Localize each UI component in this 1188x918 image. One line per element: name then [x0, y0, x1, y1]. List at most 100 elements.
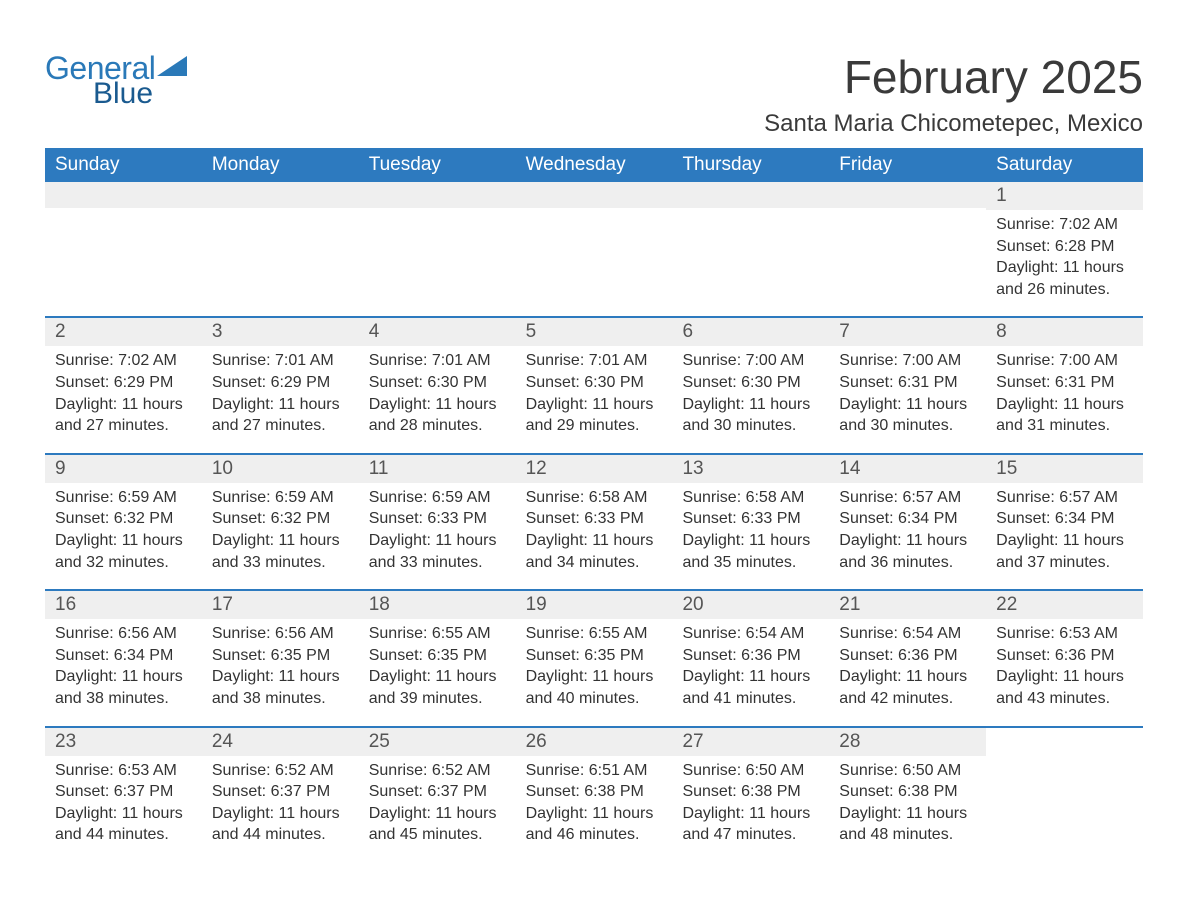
sunrise-line: Sunrise: 7:00 AM	[839, 350, 976, 372]
sunrise-line: Sunrise: 6:53 AM	[996, 623, 1133, 645]
day-details: Sunrise: 6:54 AMSunset: 6:36 PMDaylight:…	[672, 619, 829, 717]
sunset-line: Sunset: 6:33 PM	[526, 508, 663, 530]
day-details: Sunrise: 6:50 AMSunset: 6:38 PMDaylight:…	[829, 756, 986, 854]
calendar-day-cell	[516, 182, 673, 308]
calendar-day-cell	[359, 182, 516, 308]
daylight-line: Daylight: 11 hours and 44 minutes.	[55, 803, 192, 846]
sunrise-line: Sunrise: 6:53 AM	[55, 760, 192, 782]
sunset-line: Sunset: 6:38 PM	[526, 781, 663, 803]
daylight-line: Daylight: 11 hours and 29 minutes.	[526, 394, 663, 437]
calendar-day-cell	[829, 182, 986, 308]
day-details: Sunrise: 6:51 AMSunset: 6:38 PMDaylight:…	[516, 756, 673, 854]
sunrise-line: Sunrise: 6:56 AM	[212, 623, 349, 645]
day-number: 20	[672, 591, 829, 619]
sunset-line: Sunset: 6:29 PM	[212, 372, 349, 394]
day-number: 27	[672, 728, 829, 756]
day-details: Sunrise: 6:52 AMSunset: 6:37 PMDaylight:…	[359, 756, 516, 854]
calendar-day-cell: 20Sunrise: 6:54 AMSunset: 6:36 PMDayligh…	[672, 591, 829, 717]
sunset-line: Sunset: 6:32 PM	[212, 508, 349, 530]
calendar-day-cell: 25Sunrise: 6:52 AMSunset: 6:37 PMDayligh…	[359, 728, 516, 854]
sunrise-line: Sunrise: 6:52 AM	[369, 760, 506, 782]
day-number: 21	[829, 591, 986, 619]
sunrise-line: Sunrise: 6:52 AM	[212, 760, 349, 782]
day-details: Sunrise: 6:54 AMSunset: 6:36 PMDaylight:…	[829, 619, 986, 717]
sunset-line: Sunset: 6:38 PM	[682, 781, 819, 803]
sunset-line: Sunset: 6:30 PM	[526, 372, 663, 394]
sunset-line: Sunset: 6:37 PM	[212, 781, 349, 803]
sunset-line: Sunset: 6:30 PM	[369, 372, 506, 394]
day-number: 16	[45, 591, 202, 619]
daylight-line: Daylight: 11 hours and 39 minutes.	[369, 666, 506, 709]
sunset-line: Sunset: 6:33 PM	[682, 508, 819, 530]
calendar-day-cell: 13Sunrise: 6:58 AMSunset: 6:33 PMDayligh…	[672, 455, 829, 581]
page-header: General Blue February 2025 Santa Maria C…	[45, 50, 1143, 138]
calendar-day-cell: 26Sunrise: 6:51 AMSunset: 6:38 PMDayligh…	[516, 728, 673, 854]
day-details: Sunrise: 6:59 AMSunset: 6:33 PMDaylight:…	[359, 483, 516, 581]
sunrise-line: Sunrise: 6:59 AM	[369, 487, 506, 509]
calendar-week-row: 1Sunrise: 7:02 AMSunset: 6:28 PMDaylight…	[45, 182, 1143, 308]
sunset-line: Sunset: 6:31 PM	[996, 372, 1133, 394]
daylight-line: Daylight: 11 hours and 48 minutes.	[839, 803, 976, 846]
daylight-line: Daylight: 11 hours and 33 minutes.	[369, 530, 506, 573]
daylight-line: Daylight: 11 hours and 27 minutes.	[55, 394, 192, 437]
sunset-line: Sunset: 6:37 PM	[55, 781, 192, 803]
calendar-day-cell: 11Sunrise: 6:59 AMSunset: 6:33 PMDayligh…	[359, 455, 516, 581]
sunrise-line: Sunrise: 6:55 AM	[526, 623, 663, 645]
location-subtitle: Santa Maria Chicometepec, Mexico	[764, 110, 1143, 138]
day-details: Sunrise: 6:56 AMSunset: 6:34 PMDaylight:…	[45, 619, 202, 717]
sunrise-line: Sunrise: 6:57 AM	[996, 487, 1133, 509]
calendar-week-row: 2Sunrise: 7:02 AMSunset: 6:29 PMDaylight…	[45, 316, 1143, 444]
day-number: 25	[359, 728, 516, 756]
day-details: Sunrise: 7:00 AMSunset: 6:30 PMDaylight:…	[672, 346, 829, 444]
empty-day-bar	[359, 182, 516, 208]
day-details: Sunrise: 7:02 AMSunset: 6:28 PMDaylight:…	[986, 210, 1143, 308]
sunset-line: Sunset: 6:34 PM	[839, 508, 976, 530]
sunrise-line: Sunrise: 6:56 AM	[55, 623, 192, 645]
sunset-line: Sunset: 6:35 PM	[212, 645, 349, 667]
sunrise-line: Sunrise: 6:50 AM	[682, 760, 819, 782]
daylight-line: Daylight: 11 hours and 32 minutes.	[55, 530, 192, 573]
sunrise-line: Sunrise: 7:02 AM	[55, 350, 192, 372]
calendar-day-cell: 5Sunrise: 7:01 AMSunset: 6:30 PMDaylight…	[516, 318, 673, 444]
day-number: 9	[45, 455, 202, 483]
weekday-header: Tuesday	[359, 148, 516, 182]
calendar-day-cell: 3Sunrise: 7:01 AMSunset: 6:29 PMDaylight…	[202, 318, 359, 444]
daylight-line: Daylight: 11 hours and 38 minutes.	[212, 666, 349, 709]
sunset-line: Sunset: 6:30 PM	[682, 372, 819, 394]
daylight-line: Daylight: 11 hours and 36 minutes.	[839, 530, 976, 573]
sunrise-line: Sunrise: 6:58 AM	[526, 487, 663, 509]
calendar-day-cell: 7Sunrise: 7:00 AMSunset: 6:31 PMDaylight…	[829, 318, 986, 444]
daylight-line: Daylight: 11 hours and 30 minutes.	[682, 394, 819, 437]
day-number: 24	[202, 728, 359, 756]
calendar-day-cell	[672, 182, 829, 308]
sunrise-line: Sunrise: 7:00 AM	[996, 350, 1133, 372]
day-details: Sunrise: 6:55 AMSunset: 6:35 PMDaylight:…	[359, 619, 516, 717]
day-details: Sunrise: 6:53 AMSunset: 6:36 PMDaylight:…	[986, 619, 1143, 717]
calendar-week-row: 9Sunrise: 6:59 AMSunset: 6:32 PMDaylight…	[45, 453, 1143, 581]
day-number: 7	[829, 318, 986, 346]
day-details: Sunrise: 6:56 AMSunset: 6:35 PMDaylight:…	[202, 619, 359, 717]
day-details: Sunrise: 7:02 AMSunset: 6:29 PMDaylight:…	[45, 346, 202, 444]
calendar-week-row: 23Sunrise: 6:53 AMSunset: 6:37 PMDayligh…	[45, 726, 1143, 854]
daylight-line: Daylight: 11 hours and 44 minutes.	[212, 803, 349, 846]
day-details: Sunrise: 7:01 AMSunset: 6:30 PMDaylight:…	[359, 346, 516, 444]
day-number: 17	[202, 591, 359, 619]
sunset-line: Sunset: 6:34 PM	[55, 645, 192, 667]
daylight-line: Daylight: 11 hours and 27 minutes.	[212, 394, 349, 437]
daylight-line: Daylight: 11 hours and 28 minutes.	[369, 394, 506, 437]
day-number: 11	[359, 455, 516, 483]
weekday-header: Sunday	[45, 148, 202, 182]
calendar-day-cell: 28Sunrise: 6:50 AMSunset: 6:38 PMDayligh…	[829, 728, 986, 854]
day-details: Sunrise: 6:50 AMSunset: 6:38 PMDaylight:…	[672, 756, 829, 854]
daylight-line: Daylight: 11 hours and 34 minutes.	[526, 530, 663, 573]
calendar-day-cell: 18Sunrise: 6:55 AMSunset: 6:35 PMDayligh…	[359, 591, 516, 717]
logo: General Blue	[45, 50, 187, 111]
sunrise-line: Sunrise: 6:59 AM	[55, 487, 192, 509]
month-title: February 2025	[764, 50, 1143, 104]
title-block: February 2025 Santa Maria Chicometepec, …	[764, 50, 1143, 138]
day-number: 8	[986, 318, 1143, 346]
sunset-line: Sunset: 6:32 PM	[55, 508, 192, 530]
day-number: 13	[672, 455, 829, 483]
sunset-line: Sunset: 6:36 PM	[996, 645, 1133, 667]
empty-day-bar	[516, 182, 673, 208]
